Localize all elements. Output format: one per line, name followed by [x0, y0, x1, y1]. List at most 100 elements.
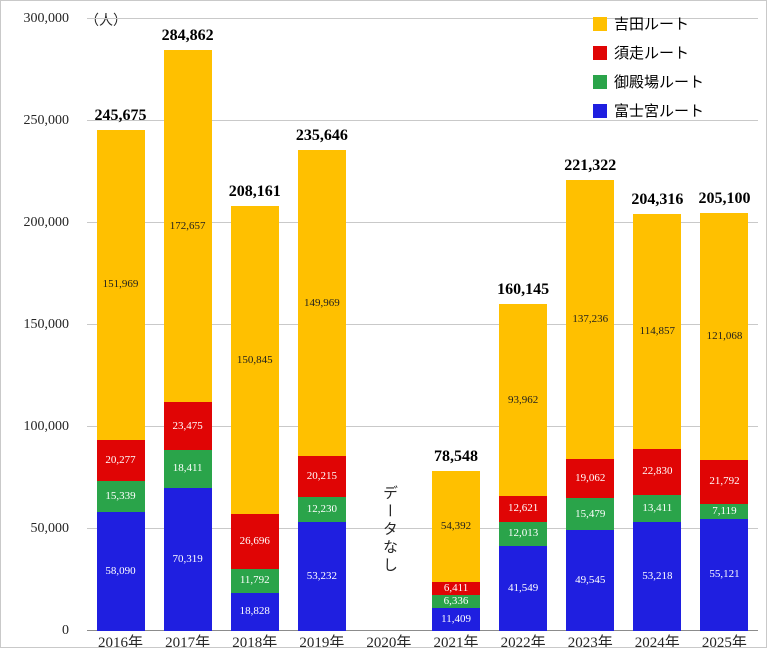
x-axis-tick-label: 2024年 — [634, 635, 680, 648]
legend-color-swatch — [592, 103, 607, 118]
bar-segment: 21,792 — [700, 459, 749, 505]
y-axis-tick-label: 200,000 — [23, 215, 70, 230]
segment-value-label: 53,218 — [642, 570, 673, 583]
bar-segment: 15,339 — [96, 481, 145, 513]
segment-value-label: 18,411 — [172, 462, 203, 475]
segment-value-label: 20,277 — [105, 454, 136, 467]
x-axis-tick-label: 2019年 — [299, 635, 345, 648]
bar-segment: 54,392 — [432, 470, 481, 582]
bar-segment: 22,830 — [633, 448, 682, 496]
bar-segment: 172,657 — [163, 49, 212, 403]
y-axis-tick-label: 150,000 — [23, 317, 70, 332]
segment-value-label: 150,845 — [236, 353, 273, 366]
y-axis-tick-label: 50,000 — [30, 521, 70, 536]
bar-segment: 55,121 — [700, 518, 749, 631]
bar-segment: 149,969 — [297, 150, 346, 457]
gridline — [87, 426, 758, 427]
gridline — [87, 120, 758, 121]
segment-value-label: 15,479 — [575, 507, 606, 520]
x-axis-tick-label: 2021年 — [433, 635, 479, 648]
segment-value-label: 6,411 — [443, 581, 469, 594]
bar-segment: 114,857 — [633, 214, 682, 449]
bar-segment: 20,277 — [96, 439, 145, 482]
segment-value-label: 93,962 — [508, 393, 539, 406]
stacked-bar-2024年: 114,857 22,830 13,411 53,218 — [633, 214, 682, 631]
segment-value-label: 22,830 — [642, 465, 673, 478]
x-axis-tick-label: 2023年 — [567, 635, 613, 648]
bar-total-label: 235,646 — [295, 127, 348, 145]
segment-value-label: 19,062 — [575, 472, 606, 485]
bar-segment: 19,062 — [566, 459, 615, 499]
bar-segment: 12,013 — [499, 521, 548, 547]
bar-total-label: 204,316 — [631, 191, 684, 209]
segment-value-label: 41,549 — [508, 582, 539, 595]
bar-segment: 13,411 — [633, 495, 682, 523]
bar-segment: 53,218 — [633, 522, 682, 631]
bar-total-label: 208,161 — [228, 183, 281, 201]
stacked-bar-2017年: 172,657 23,475 18,411 70,319 — [163, 49, 212, 631]
legend-label: 吉田ルート — [613, 17, 689, 33]
stacked-bar-2021年: 54,392 6,411 6,336 11,409 — [432, 470, 481, 631]
segment-value-label: 58,090 — [105, 565, 136, 578]
segment-value-label: 7,119 — [712, 504, 737, 517]
gridline — [87, 18, 758, 19]
y-axis-tick-label: 100,000 — [23, 419, 70, 434]
bar-segment: 7,119 — [700, 504, 749, 519]
legend-label: 富士宮ルート — [613, 104, 704, 120]
stacked-bar-2016年: 151,969 20,277 15,339 58,090 — [96, 129, 145, 631]
legend-item: 吉田ルート — [592, 13, 704, 34]
segment-value-label: 12,621 — [508, 502, 539, 515]
legend-item: 須走ルート — [592, 42, 704, 63]
y-axis-unit-label: （人） — [85, 14, 127, 29]
segment-value-label: 137,236 — [572, 312, 609, 325]
stacked-bar-2025年: 121,068 21,792 7,119 55,121 — [700, 212, 749, 631]
bar-segment: 26,696 — [230, 514, 279, 569]
x-axis-tick-label: 2018年 — [232, 635, 278, 648]
y-axis-tick-label: 250,000 — [23, 113, 70, 128]
segment-value-label: 13,411 — [642, 502, 673, 515]
no-data-label: データなし — [380, 485, 397, 575]
x-axis: 2016年 2017年 2018年 2019年 2020年 2021年 2022年 2023年… — [87, 635, 758, 648]
bar-segment: 20,215 — [297, 456, 346, 498]
stacked-bar-2019年: 149,969 20,215 12,230 53,232 — [297, 150, 346, 631]
stacked-bar-2018年: 150,845 26,696 11,792 18,828 — [230, 206, 279, 631]
segment-value-label: 23,475 — [172, 419, 203, 432]
bar-segment: 11,792 — [230, 568, 279, 593]
segment-value-label: 53,232 — [306, 570, 337, 583]
x-axis-tick-label: 2022年 — [500, 635, 546, 648]
bar-total-label: 284,862 — [161, 26, 214, 44]
segment-value-label: 114,857 — [639, 324, 676, 337]
segment-value-label: 70,319 — [172, 552, 203, 565]
bar-segment: 11,409 — [432, 607, 481, 631]
bar-segment: 23,475 — [163, 402, 212, 450]
legend-color-swatch — [592, 16, 607, 31]
bar-segment: 137,236 — [566, 179, 615, 460]
y-axis-tick-label: 300,000 — [23, 11, 70, 26]
segment-value-label: 20,215 — [306, 470, 337, 483]
segment-value-label: 6,336 — [443, 594, 469, 607]
bar-segment: 6,336 — [432, 594, 481, 608]
legend-label: 御殿場ルート — [613, 75, 704, 91]
segment-value-label: 151,969 — [102, 278, 139, 291]
bar-segment: 49,545 — [566, 529, 615, 631]
segment-value-label: 172,657 — [169, 219, 206, 232]
bar-segment: 15,479 — [566, 498, 615, 530]
bar-total-label: 221,322 — [564, 156, 617, 174]
segment-value-label: 54,392 — [440, 519, 472, 532]
legend: 吉田ルート須走ルート御殿場ルート 富士宮ルート — [592, 13, 704, 129]
legend-item: 御殿場ルート — [592, 71, 704, 92]
legend-label: 須走ルート — [613, 46, 689, 62]
stacked-bar-2022年: 93,962 12,621 12,013 41,549 — [499, 304, 548, 631]
bar-segment: 151,969 — [96, 129, 145, 440]
bar-total-label: 78,548 — [434, 447, 479, 465]
bar-total-label: 205,100 — [698, 189, 751, 207]
bar-segment: 41,549 — [499, 546, 548, 631]
gridline — [87, 324, 758, 325]
gridline — [87, 222, 758, 223]
segment-value-label: 26,696 — [239, 534, 270, 547]
x-axis-tick-label: 2016年 — [98, 635, 144, 648]
segment-value-label: 18,828 — [239, 605, 270, 618]
y-axis-tick-label: 0 — [62, 623, 69, 638]
bar-segment: 12,621 — [499, 495, 548, 522]
